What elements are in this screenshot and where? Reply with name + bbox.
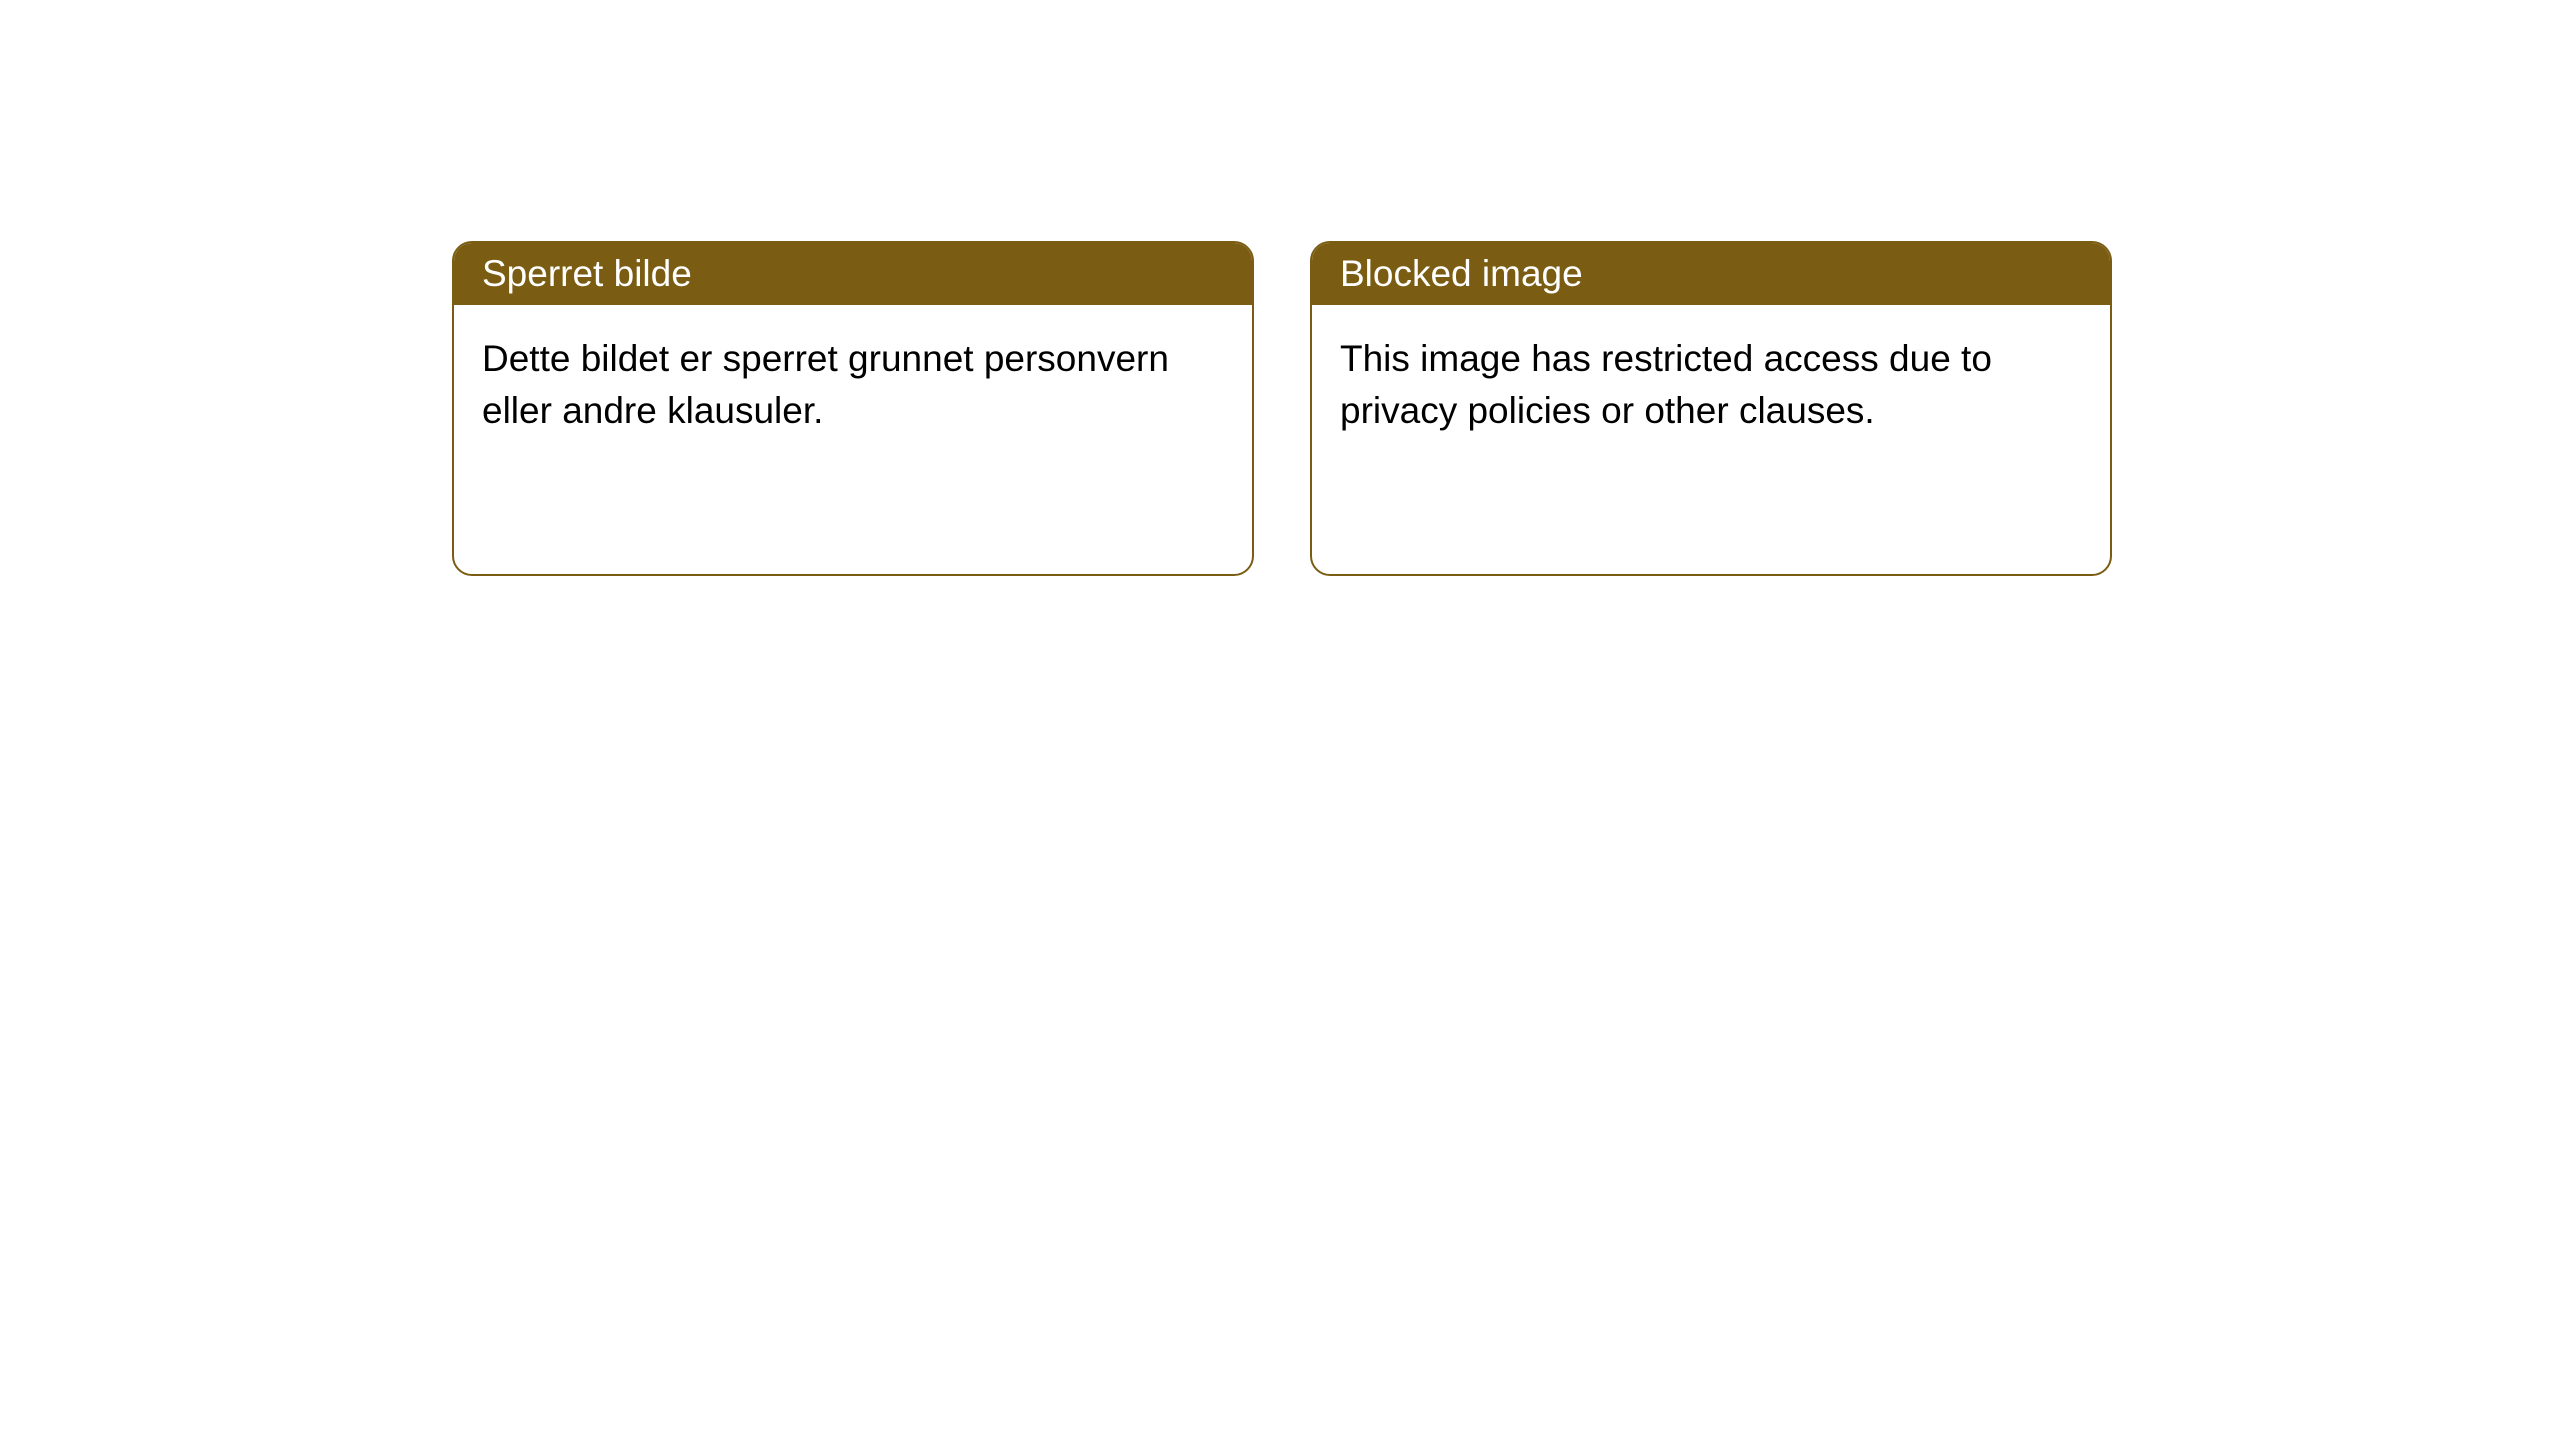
- notice-card-english: Blocked image This image has restricted …: [1310, 241, 2112, 576]
- notice-title: Blocked image: [1340, 253, 1583, 294]
- notice-container: Sperret bilde Dette bildet er sperret gr…: [452, 241, 2112, 576]
- notice-body-text: This image has restricted access due to …: [1340, 338, 1992, 431]
- notice-title: Sperret bilde: [482, 253, 692, 294]
- notice-header: Sperret bilde: [454, 243, 1252, 305]
- notice-body: This image has restricted access due to …: [1312, 305, 2110, 465]
- notice-body: Dette bildet er sperret grunnet personve…: [454, 305, 1252, 465]
- notice-body-text: Dette bildet er sperret grunnet personve…: [482, 338, 1169, 431]
- notice-header: Blocked image: [1312, 243, 2110, 305]
- notice-card-norwegian: Sperret bilde Dette bildet er sperret gr…: [452, 241, 1254, 576]
